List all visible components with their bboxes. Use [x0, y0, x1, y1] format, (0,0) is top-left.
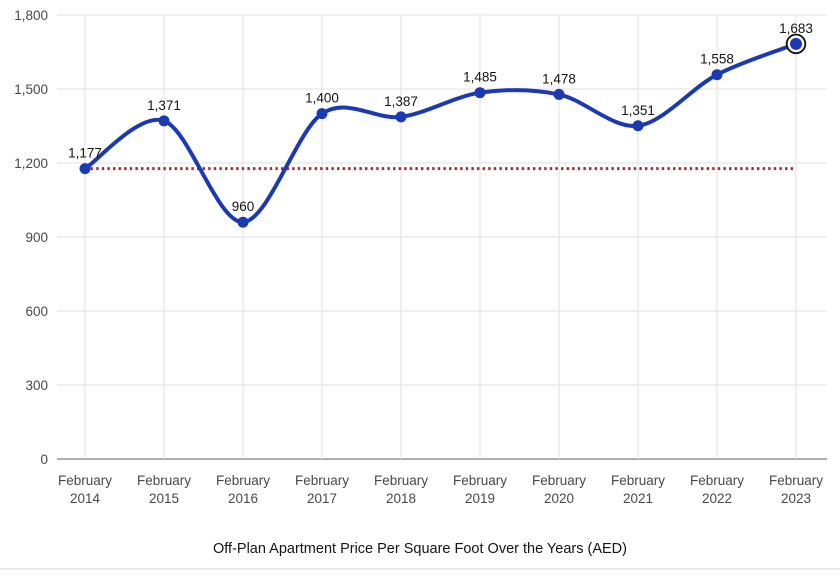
x-axis-label: February 2015 — [137, 473, 191, 506]
y-axis-tick-label: 1,200 — [14, 156, 48, 171]
data-point-label: 1,387 — [384, 94, 418, 109]
data-point-marker[interactable] — [632, 120, 644, 132]
chart-title: Off-Plan Apartment Price Per Square Foot… — [213, 541, 627, 557]
data-point-label: 1,177 — [68, 146, 102, 161]
y-axis-tick-label: 0 — [40, 452, 48, 467]
data-point-label: 1,485 — [463, 70, 497, 85]
x-axis-label: February 2014 — [58, 473, 112, 506]
data-point-marker[interactable] — [553, 88, 565, 100]
x-axis-label: February 2016 — [216, 473, 270, 506]
data-point-marker[interactable] — [79, 163, 91, 175]
data-point-label: 960 — [232, 199, 255, 214]
data-point-marker[interactable] — [474, 87, 486, 99]
y-axis-tick-label: 600 — [25, 304, 48, 319]
data-point-marker[interactable] — [237, 216, 249, 228]
data-point-marker[interactable] — [790, 37, 802, 50]
data-point-label: 1,683 — [779, 21, 813, 36]
y-axis-tick-label: 1,800 — [14, 8, 48, 23]
data-point-marker[interactable] — [711, 69, 723, 81]
x-axis-label: February 2017 — [295, 473, 349, 506]
x-axis-label: February 2020 — [532, 473, 586, 506]
data-point-marker[interactable] — [395, 111, 407, 123]
y-axis-tick-label: 1,500 — [14, 82, 48, 97]
y-axis-tick-label: 900 — [25, 230, 48, 245]
x-axis-label: February 2021 — [611, 473, 665, 506]
data-point-label: 1,371 — [147, 98, 181, 113]
data-point-label: 1,351 — [621, 103, 655, 118]
bottom-divider — [0, 568, 840, 570]
x-axis-label: February 2018 — [374, 473, 428, 506]
x-axis-label: February 2019 — [453, 473, 507, 506]
x-axis-label: February 2022 — [690, 473, 744, 506]
data-point-marker[interactable] — [316, 108, 328, 120]
x-axis-label: February 2023 — [769, 473, 823, 506]
data-point-label: 1,400 — [305, 91, 339, 106]
price-line-chart: 0 300 600 900 1,200 1,500 1,800 February 2014 Feb… — [14, 8, 827, 506]
data-point-label: 1,558 — [700, 52, 734, 67]
y-axis-tick-label: 300 — [25, 378, 48, 393]
series-line — [83, 41, 798, 225]
data-point-label: 1,478 — [542, 71, 576, 86]
last-point-highlight-ring — [785, 33, 807, 55]
data-point-marker[interactable] — [158, 115, 170, 127]
